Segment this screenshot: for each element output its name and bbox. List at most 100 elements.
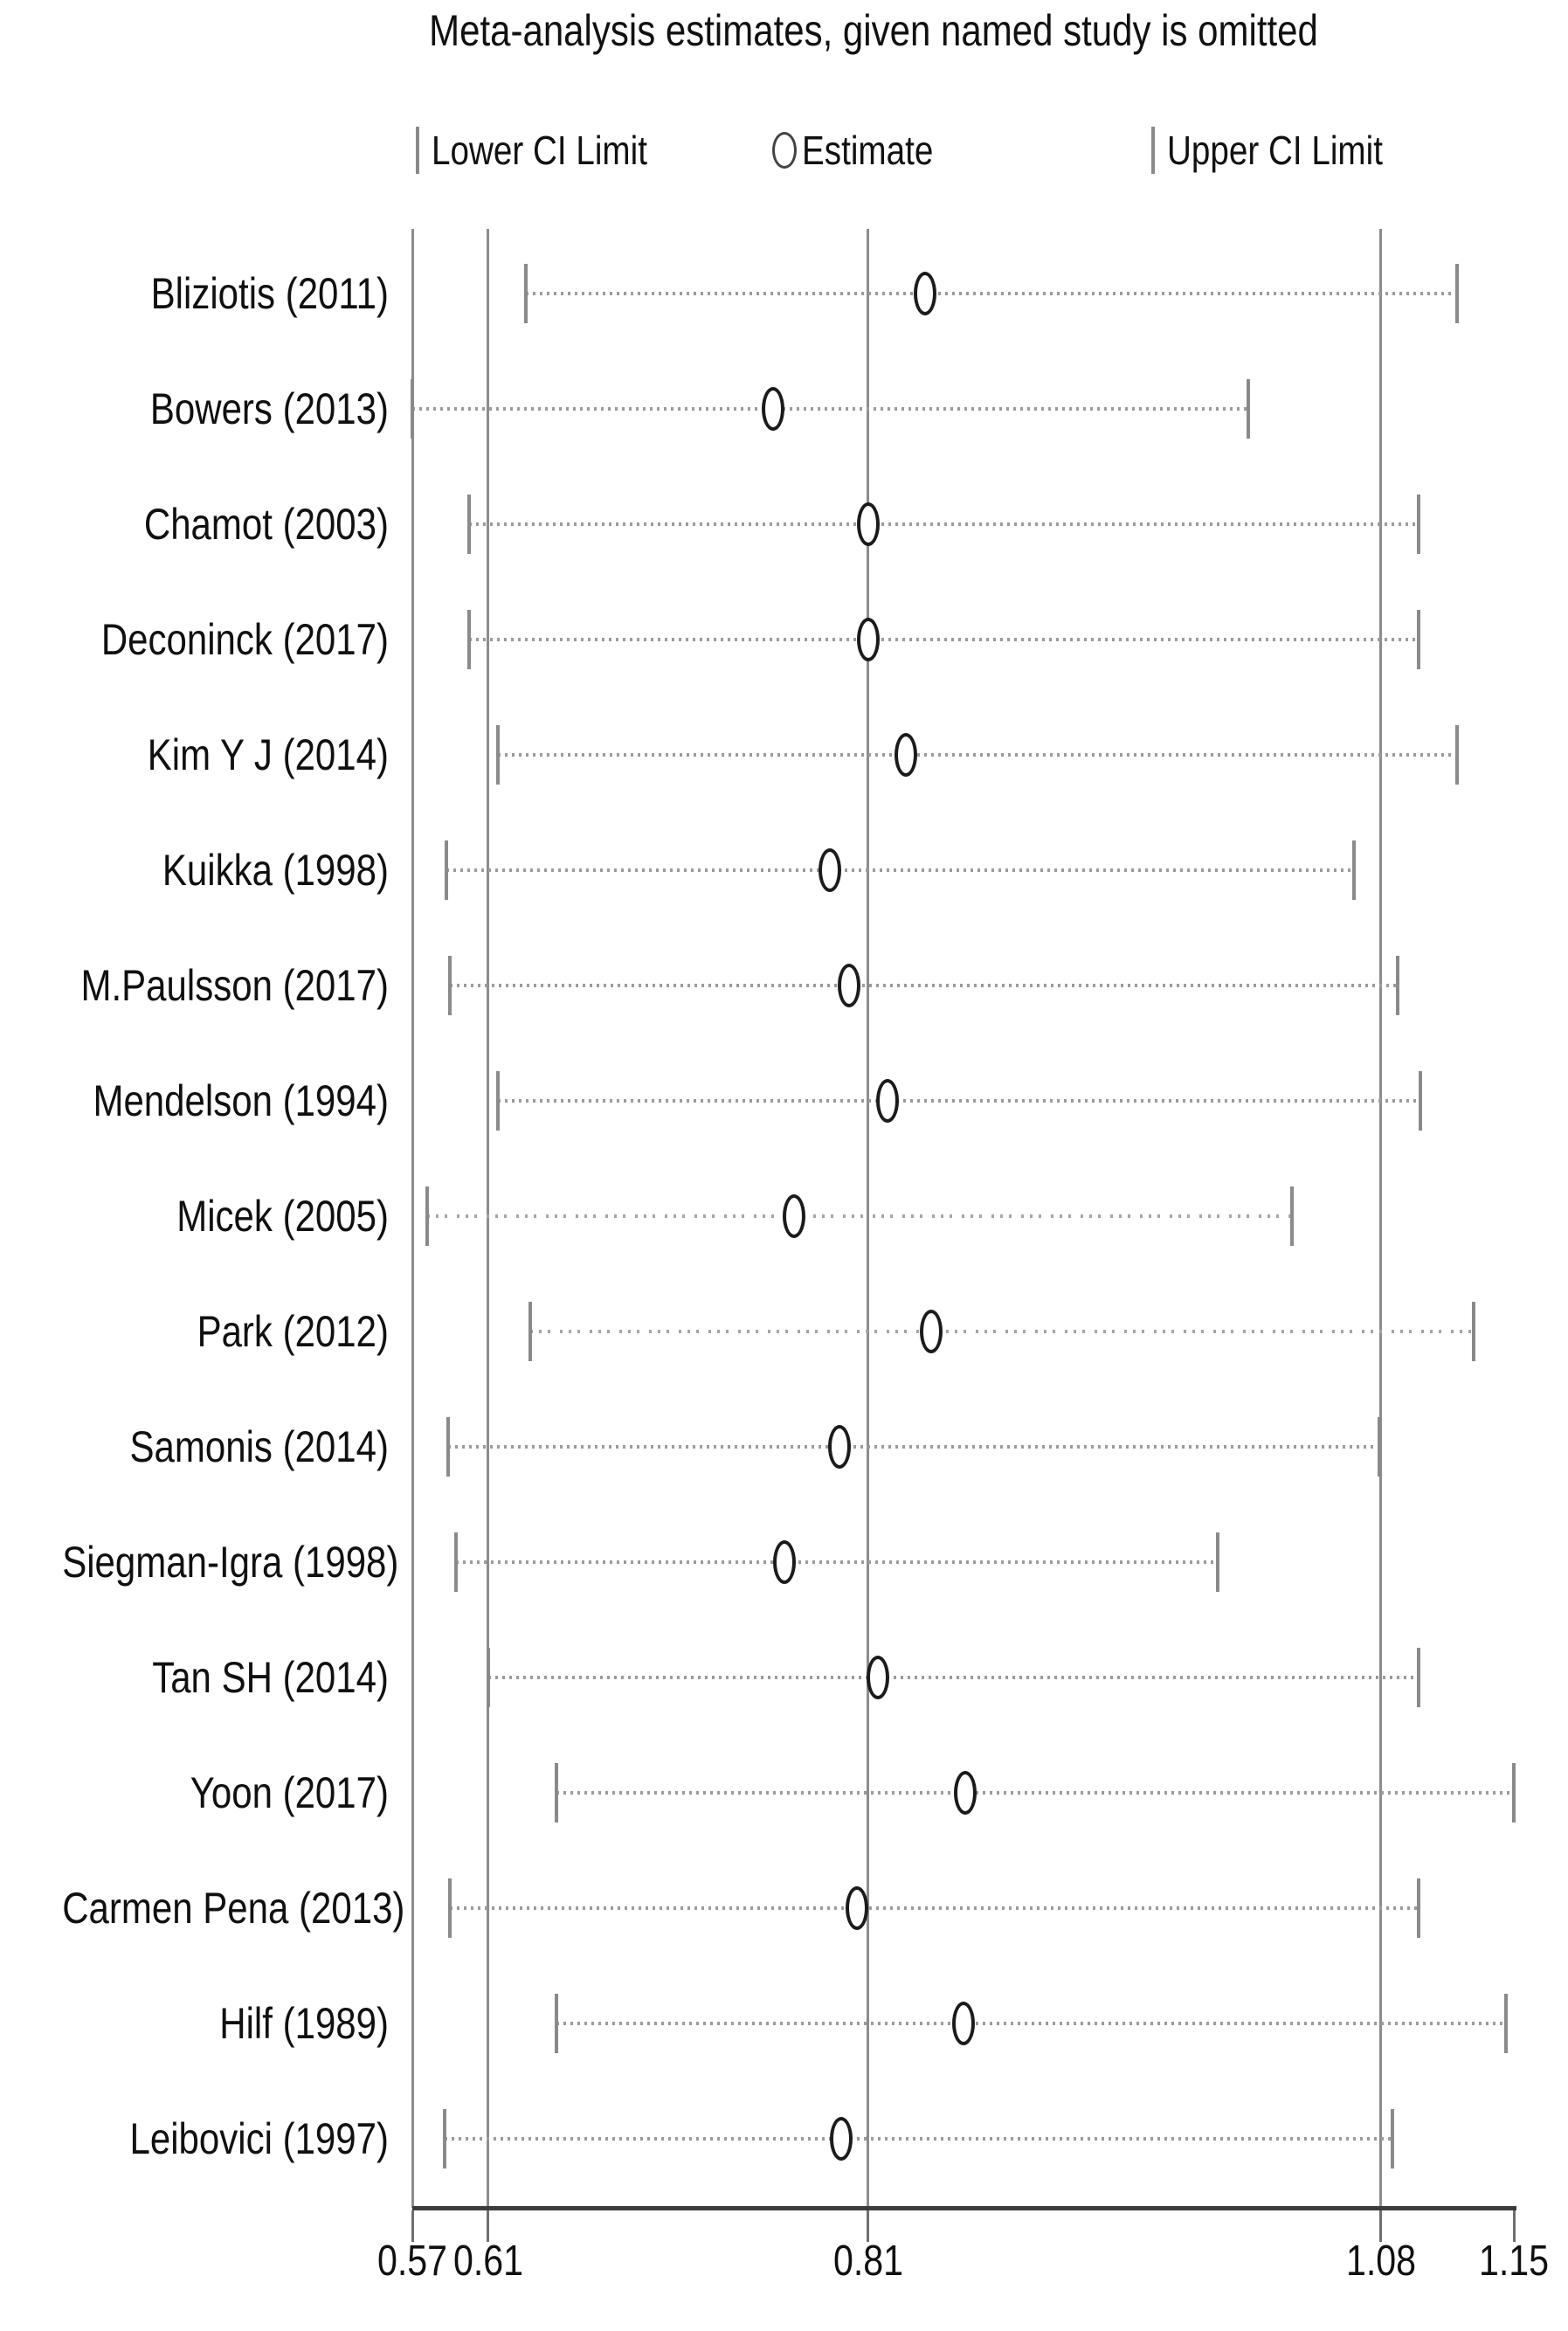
study-label: Deconinck (2017): [100, 615, 389, 664]
estimate-marker: [845, 1886, 868, 1930]
study-label: Kim Y J (2014): [147, 730, 390, 779]
estimate-marker: [914, 272, 937, 315]
upper-ci-tick: [1512, 1763, 1516, 1823]
ci-line: [556, 2022, 1507, 2025]
legend-lower-ci: Lower CI Limit: [416, 115, 688, 185]
lower-ci-tick-icon: [416, 127, 419, 174]
lower-ci-tick: [442, 2109, 446, 2168]
ci-line: [526, 292, 1457, 295]
x-axis-tick-label: 1.08: [1345, 2238, 1416, 2285]
estimate-marker: [828, 1425, 852, 1469]
ci-line: [487, 1676, 1419, 1679]
study-label: Yoon (2017): [190, 1768, 389, 1817]
ci-line: [529, 1330, 1475, 1333]
legend-estimate: Estimate: [772, 115, 958, 185]
reference-line-0.81: [867, 229, 870, 2208]
upper-ci-tick: [1377, 1417, 1381, 1477]
study-label: Siegman-Igra (1998): [62, 1538, 399, 1587]
x-axis-tick-label: 0.61: [452, 2238, 524, 2285]
upper-ci-tick: [1396, 956, 1400, 1015]
upper-ci-tick: [1246, 379, 1250, 439]
lower-ci-tick: [454, 1532, 458, 1592]
estimate-marker: [895, 733, 918, 777]
legend-lower-ci-label: Lower CI Limit: [432, 128, 647, 173]
lower-ci-tick: [524, 264, 528, 323]
lower-ci-tick: [467, 610, 472, 669]
upper-ci-tick: [1454, 725, 1459, 785]
estimate-marker: [875, 1079, 899, 1123]
x-axis-tick-label: 0.57: [376, 2238, 448, 2285]
ci-line: [412, 407, 1248, 411]
legend-upper-ci: Upper CI Limit: [1151, 115, 1424, 185]
study-label: Chamot (2003): [143, 500, 389, 549]
lower-ci-tick: [555, 1763, 559, 1823]
x-axis-line: [412, 2206, 1516, 2210]
estimate-marker: [773, 1540, 797, 1584]
ci-line: [497, 1099, 1421, 1103]
lower-ci-tick: [448, 1878, 452, 1938]
x-axis-tick: [487, 2210, 490, 2242]
ci-line: [497, 753, 1457, 757]
legend-estimate-label: Estimate: [802, 128, 934, 173]
study-label: Carmen Pena (2013): [62, 1884, 405, 1933]
estimate-marker: [856, 502, 880, 546]
lower-ci-tick: [486, 1648, 490, 1707]
upper-ci-tick: [1504, 1994, 1509, 2053]
reference-line-0.61: [487, 229, 490, 2208]
estimate-marker: [953, 1771, 977, 1815]
estimate-marker: [919, 1310, 943, 1353]
upper-ci-tick: [1472, 1302, 1476, 1361]
lower-ci-tick: [495, 1071, 500, 1131]
lower-ci-tick: [411, 379, 414, 439]
upper-ci-tick: [1417, 1648, 1421, 1707]
study-label: Bliziotis (2011): [150, 269, 390, 318]
ci-line: [450, 1906, 1419, 1910]
reference-line-0.57: [411, 229, 414, 2208]
study-label: Leibovici (1997): [129, 2114, 389, 2163]
x-axis-tick-label: 0.81: [832, 2238, 903, 2285]
ci-line: [456, 1560, 1218, 1564]
lower-ci-tick: [446, 1417, 451, 1477]
ci-line: [556, 1791, 1514, 1795]
ci-line: [469, 638, 1419, 641]
x-axis-tick-label: 1.15: [1478, 2238, 1550, 2285]
ci-line: [444, 2137, 1392, 2141]
upper-ci-tick: [1215, 1532, 1219, 1592]
lower-ci-tick: [495, 725, 500, 785]
ci-line: [469, 522, 1419, 526]
lower-ci-tick: [448, 956, 452, 1015]
study-label: Kuikka (1998): [162, 846, 389, 895]
estimate-circle-icon: [772, 132, 797, 169]
study-label: Mendelson (1994): [93, 1076, 389, 1125]
estimate-marker: [762, 387, 785, 431]
ci-line: [448, 1445, 1379, 1449]
estimate-marker: [856, 618, 880, 661]
study-label: M.Paulsson (2017): [80, 961, 389, 1010]
upper-ci-tick-icon: [1151, 127, 1155, 174]
estimate-marker: [830, 2117, 853, 2161]
upper-ci-tick: [1417, 495, 1421, 554]
upper-ci-tick: [1352, 840, 1357, 900]
x-axis-tick: [411, 2210, 414, 2242]
lower-ci-tick: [425, 1186, 430, 1246]
ci-line: [450, 984, 1399, 987]
legend-upper-ci-label: Upper CI Limit: [1167, 128, 1383, 173]
ci-line: [446, 868, 1355, 872]
upper-ci-tick: [1454, 264, 1459, 323]
estimate-marker: [819, 848, 842, 892]
study-label: Samonis (2014): [129, 1422, 389, 1471]
study-label: Bowers (2013): [149, 384, 389, 433]
lower-ci-tick: [528, 1302, 532, 1361]
lower-ci-tick: [445, 840, 449, 900]
ci-line: [427, 1214, 1292, 1218]
estimate-marker: [866, 1656, 889, 1699]
upper-ci-tick: [1390, 2109, 1394, 2168]
upper-ci-tick: [1419, 1071, 1423, 1131]
upper-ci-tick: [1417, 1878, 1421, 1938]
upper-ci-tick: [1417, 610, 1421, 669]
x-axis-tick: [1512, 2210, 1516, 2242]
estimate-marker: [951, 2002, 975, 2045]
x-axis-tick: [867, 2210, 870, 2242]
study-label: Micek (2005): [176, 1192, 389, 1241]
